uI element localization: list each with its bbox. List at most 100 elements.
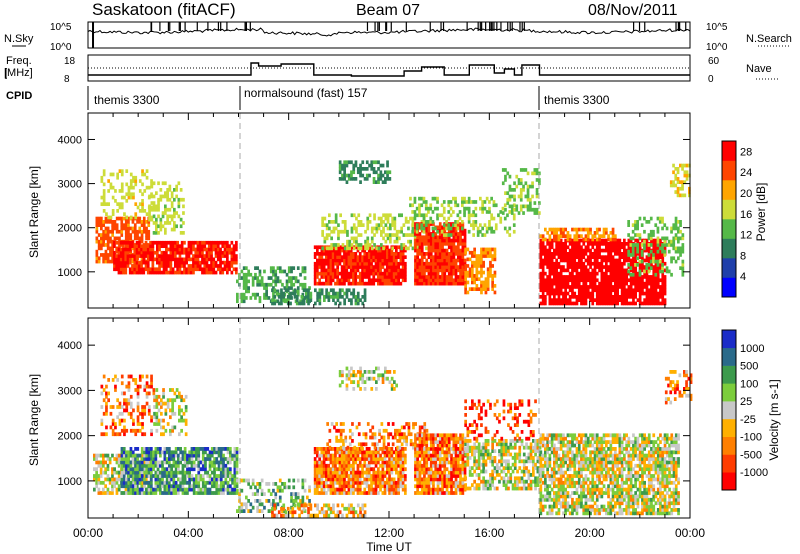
heatmap-cell (147, 467, 151, 472)
heatmap-cell (109, 411, 113, 416)
heatmap-cell (120, 450, 124, 455)
heatmap-cell (316, 265, 319, 269)
heatmap-cell (400, 246, 403, 251)
heatmap-cell (164, 227, 167, 232)
heatmap-cell (298, 301, 301, 306)
heatmap-cell (321, 229, 324, 234)
heatmap-cell (198, 250, 202, 255)
heatmap-cell (137, 254, 141, 258)
heatmap-cell (100, 236, 103, 241)
heatmap-cell (605, 285, 608, 289)
heatmap-cell (170, 470, 173, 475)
heatmap-cell (434, 248, 438, 253)
heatmap-cell (531, 181, 534, 186)
heatmap-cell (170, 204, 174, 209)
heatmap-cell (641, 301, 644, 306)
heatmap-cell (503, 216, 507, 221)
heatmap-cell (231, 457, 234, 461)
heatmap-cell (422, 200, 426, 204)
heatmap-cell (174, 450, 178, 455)
heatmap-cell (111, 477, 114, 482)
heatmap-cell (390, 261, 394, 266)
heatmap-cell (125, 450, 128, 455)
heatmap-cell (106, 246, 110, 251)
heatmap-cell (156, 257, 159, 262)
heatmap-cell (174, 463, 178, 468)
heatmap-cell (434, 261, 438, 266)
heatmap-cell (213, 460, 216, 465)
heatmap-cell (201, 487, 205, 492)
heatmap-cell (181, 484, 185, 489)
heatmap-cell (216, 244, 220, 248)
heatmap-cell (161, 194, 165, 199)
heatmap-cell (459, 271, 462, 276)
heatmap-cell (457, 268, 460, 273)
heatmap-cell (159, 491, 162, 495)
heatmap-cell (656, 259, 660, 264)
heatmap-cell (674, 246, 678, 251)
freq-panel: Freq. [MHz] 18 8 Nave 60 0 (4, 54, 780, 85)
heatmap-cell (434, 238, 438, 243)
heatmap-cell (575, 255, 579, 259)
heatmap-cell (386, 271, 389, 276)
heatmap-cell (119, 270, 123, 275)
heatmap-cell (212, 260, 216, 265)
heatmap-cell (135, 260, 139, 265)
heatmap-cell (636, 238, 640, 243)
heatmap-cell (623, 245, 626, 250)
heatmap-cell (338, 160, 342, 165)
heatmap-cell (196, 247, 200, 252)
heatmap-cell (136, 491, 140, 495)
heatmap-cell (258, 296, 262, 300)
heatmap-cell (122, 254, 125, 258)
heatmap-cell (452, 210, 455, 214)
heatmap-cell (97, 239, 101, 244)
heatmap-cell (379, 275, 382, 279)
heatmap-cell (229, 470, 232, 475)
heatmap-cell (229, 474, 232, 478)
heatmap-cell (584, 301, 588, 306)
heatmap-cell (422, 220, 426, 224)
heatmap-cell (104, 253, 108, 257)
heatmap-cell (345, 160, 349, 165)
heatmap-cell (452, 232, 456, 236)
heatmap-cell (475, 267, 479, 272)
heatmap-cell (605, 291, 608, 296)
heatmap-cell (461, 238, 465, 243)
heatmap-cell (634, 263, 637, 267)
heatmap-cell (656, 298, 660, 302)
heatmap-cell (106, 467, 110, 472)
heatmap-cell (337, 233, 340, 237)
heatmap-cell (647, 281, 651, 286)
heatmap-cell (674, 183, 678, 188)
heatmap-cell (436, 258, 440, 263)
heatmap-cell (127, 453, 131, 458)
heatmap-cell (372, 252, 376, 256)
heatmap-cell (663, 278, 667, 283)
heatmap-cell (192, 260, 195, 265)
heatmap-cell (486, 287, 490, 291)
heatmap-cell (226, 240, 229, 245)
heatmap-cell (377, 281, 380, 286)
heatmap-cell (605, 288, 608, 293)
heatmap-cell (656, 265, 660, 269)
heatmap-cell (142, 474, 146, 478)
heatmap-cell (420, 196, 424, 201)
heatmap-cell (510, 207, 514, 212)
heatmap-cell (219, 480, 223, 485)
heatmap-cell (659, 301, 662, 306)
heatmap-cell (146, 247, 150, 252)
heatmap-cell (598, 237, 601, 242)
heatmap-cell (377, 252, 380, 256)
heatmap-cell (677, 246, 680, 251)
heatmap-cell (325, 248, 328, 253)
heatmap-cell (562, 248, 565, 253)
heatmap-cell (367, 275, 371, 279)
heatmap-cell (461, 248, 465, 253)
heatmap-cell (151, 260, 155, 265)
heatmap-cell (577, 238, 581, 243)
heatmap-cell (111, 246, 114, 251)
heatmap-cell (132, 195, 135, 200)
heatmap-cell (208, 491, 212, 495)
heatmap-cell (553, 288, 556, 293)
